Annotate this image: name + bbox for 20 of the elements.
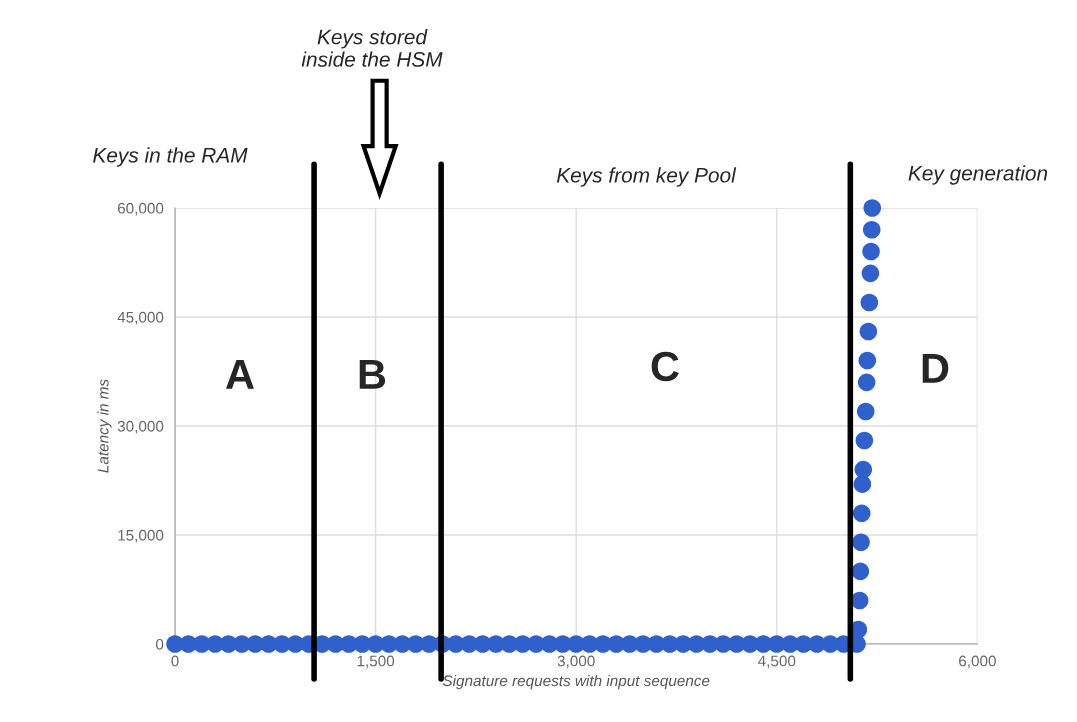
y-tick-label: 60,000 (117, 202, 164, 216)
y-tick-label: 30,000 (117, 420, 164, 434)
annotation: B (359, 360, 386, 389)
text: Keys in the RAM (93, 147, 248, 167)
x-tick-label: 6,000 (959, 655, 996, 669)
y-tick-label: 45,000 (117, 311, 164, 325)
x-tick-label: 3,000 (557, 655, 595, 669)
text: Keys stored inside the HSM (301, 29, 443, 67)
y-axis-title: Latency in ms (97, 379, 112, 473)
x-tick-label: 0 (171, 655, 179, 667)
x-tick-label: 1,500 (357, 655, 395, 669)
text: Keys from key Pool (556, 167, 737, 187)
annotation: C (651, 351, 679, 382)
y-tick-label: 0 (156, 638, 164, 650)
x-tick-label: 4,500 (758, 655, 796, 669)
y-tick-label: 15,000 (118, 529, 164, 543)
annotation: A (225, 360, 254, 389)
annotation: D (922, 354, 949, 383)
text: Key generation (908, 165, 1048, 185)
x-axis-title: Signature requests with input sequence (442, 674, 710, 690)
